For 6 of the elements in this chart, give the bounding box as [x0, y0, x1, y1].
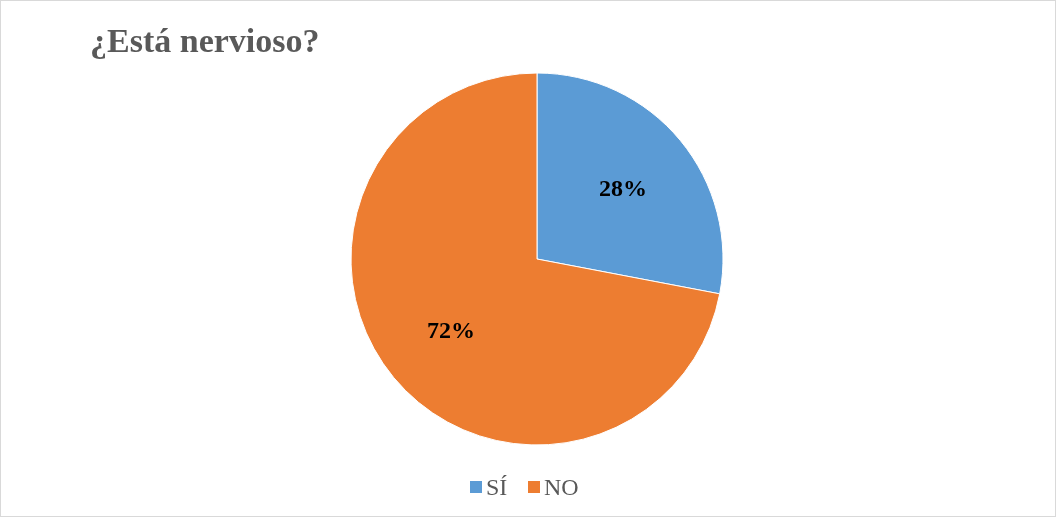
data-label: 28%: [598, 174, 647, 201]
legend-label: NO: [544, 474, 579, 500]
data-label: 72%: [427, 317, 476, 344]
legend-label: SÍ: [486, 474, 508, 500]
pie-slice: [350, 72, 721, 446]
chart-title: ¿Está nervioso?: [90, 22, 320, 59]
